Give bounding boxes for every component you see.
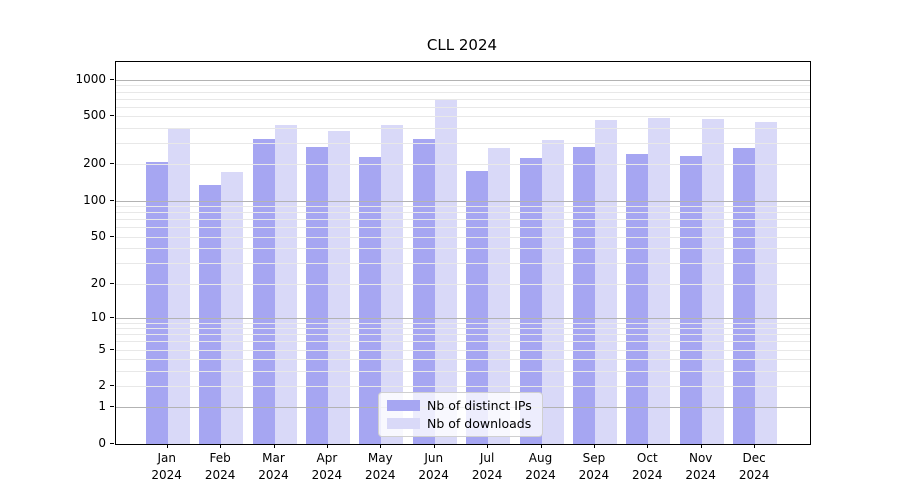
y-tick-mark (110, 78, 114, 80)
plot-area (115, 61, 811, 445)
legend-swatch-distinct-ips (387, 400, 420, 412)
y-tick-mark (110, 443, 114, 444)
y-tick-label: 500 (83, 108, 106, 123)
x-tick-label: Oct 2024 (632, 451, 663, 482)
x-tick-mark (647, 444, 649, 448)
bar-downloads (488, 147, 511, 444)
bar-distinct-ips (466, 170, 489, 444)
y-tick-label: 0 (98, 436, 106, 450)
x-tick-mark (754, 444, 756, 448)
x-tick-mark (593, 444, 595, 448)
bar-distinct-ips (572, 147, 595, 444)
y-tick-label: 1 (98, 399, 106, 414)
x-tick-mark (166, 444, 168, 448)
legend-item-distinct-ips: Nb of distinct IPs (387, 398, 534, 413)
bar-distinct-ips (359, 157, 382, 444)
y-tick-label: 2 (98, 378, 106, 393)
bar-distinct-ips (199, 184, 222, 444)
chart-title: CLL 2024 (426, 36, 498, 54)
x-tick-label: Jun 2024 (418, 451, 449, 482)
x-tick-mark (540, 444, 542, 448)
x-tick-label: Nov 2024 (685, 451, 716, 482)
x-tick-label: Mar 2024 (258, 451, 289, 482)
x-tick-mark (380, 444, 382, 448)
x-tick-mark (487, 444, 489, 448)
bar-distinct-ips (679, 156, 702, 444)
y-tick-mark (110, 163, 114, 165)
bar-distinct-ips (733, 148, 756, 444)
bar-downloads (701, 118, 724, 444)
legend-label-downloads: Nb of downloads (427, 415, 532, 431)
legend-item-downloads: Nb of downloads (387, 416, 534, 431)
bar-downloads (381, 125, 404, 444)
y-tick-mark (110, 282, 114, 284)
bar-distinct-ips (412, 139, 435, 444)
bar-downloads (594, 120, 617, 444)
x-tick-label: May 2024 (365, 451, 396, 482)
y-tick-label: 5 (98, 341, 106, 356)
bar-distinct-ips (626, 153, 649, 444)
bar-downloads (755, 121, 778, 444)
y-tick-mark (110, 316, 114, 318)
y-tick-mark (110, 348, 114, 350)
bar-distinct-ips (252, 138, 275, 444)
legend-label-distinct-ips: Nb of distinct IPs (427, 398, 532, 414)
y-tick-label: 200 (83, 156, 106, 171)
x-tick-label: Dec 2024 (738, 451, 770, 482)
bar-downloads (221, 171, 244, 444)
bar-distinct-ips (145, 161, 168, 444)
x-tick-mark (220, 444, 222, 448)
y-tick-label: 50 (90, 228, 106, 243)
y-tick-label: 20 (90, 275, 106, 290)
bar-downloads (274, 124, 297, 444)
bar-distinct-ips (305, 146, 328, 444)
legend-swatch-downloads (387, 417, 420, 429)
y-tick-label: 100 (83, 192, 106, 207)
y-tick-mark (110, 115, 114, 117)
bar-downloads (327, 130, 350, 444)
y-tick-label: 10 (90, 309, 106, 324)
x-tick-mark (700, 444, 702, 448)
y-tick-mark (110, 199, 114, 201)
x-tick-mark (273, 444, 275, 448)
bar-downloads (648, 117, 671, 444)
x-tick-label: Feb 2024 (204, 451, 236, 482)
x-tick-mark (326, 444, 328, 448)
x-tick-label: Sep 2024 (578, 451, 610, 482)
x-tick-label: Aug 2024 (525, 451, 556, 482)
bar-downloads (167, 128, 190, 444)
legend: Nb of distinct IPs Nb of downloads (378, 392, 543, 437)
bar-downloads (541, 139, 564, 444)
y-tick-mark (110, 406, 114, 408)
y-tick-label: 1000 (75, 71, 106, 86)
y-tick-mark (110, 235, 114, 237)
x-tick-mark (433, 444, 435, 448)
bar-downloads (434, 100, 457, 444)
bar-distinct-ips (519, 157, 542, 444)
x-tick-label: Jul 2024 (471, 451, 503, 482)
y-tick-mark (110, 385, 114, 387)
x-tick-label: Apr 2024 (311, 451, 343, 482)
bars-layer (116, 62, 810, 444)
x-tick-label: Jan 2024 (151, 451, 182, 482)
